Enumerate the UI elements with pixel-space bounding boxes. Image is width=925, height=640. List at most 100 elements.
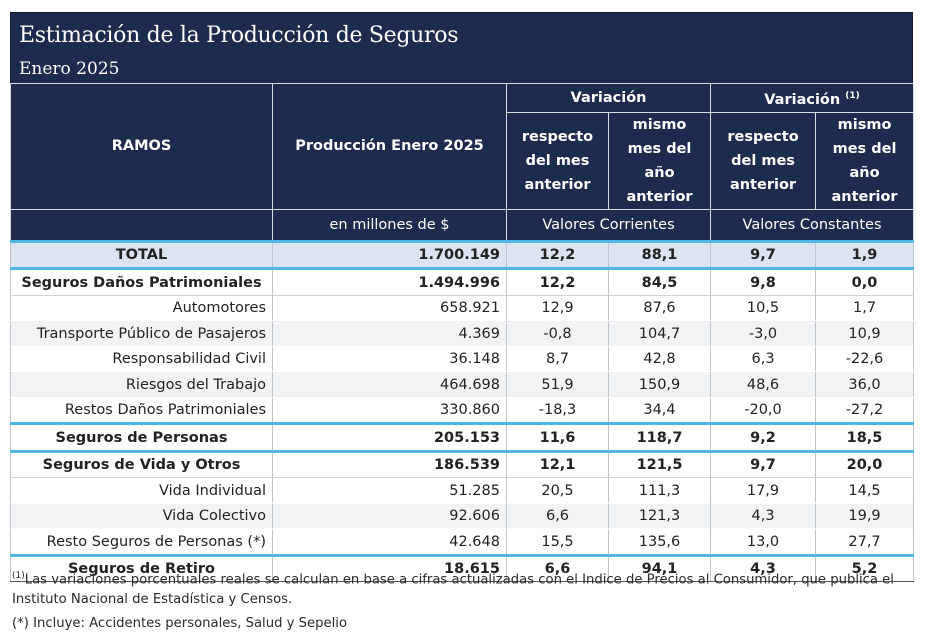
row-vc-mes: 11,6 [506, 422, 609, 452]
row-vc-mes: 12,2 [506, 239, 609, 270]
footnote-1: (1)Las variaciones porcentuales reales s… [12, 566, 912, 590]
footnotes: (1)Las variaciones porcentuales reales s… [12, 566, 912, 634]
row-vk-mes: 9,7 [710, 239, 817, 270]
header-vk-anio-anterior: mismo mes del año anterior [815, 111, 915, 210]
row-name: Seguros de Vida y Otros [10, 449, 273, 479]
row-vk-anio: 1,7 [815, 295, 915, 322]
table-row: Seguros de Personas 205.153 11,6 118,7 9,2 18… [10, 422, 915, 452]
row-vk-anio: 10,9 [815, 320, 915, 347]
table-body: TOTAL 1.700.149 12,2 88,1 9,7 1,9 Seguros Daño… [10, 239, 915, 583]
row-produccion: 4.369 [272, 320, 507, 347]
row-vk-mes: 9,7 [710, 449, 817, 479]
table-row: Automotores 658.921 12,9 87,6 10,5 1,7 [10, 295, 915, 322]
unit-corrientes: Valores Corrientes [505, 208, 712, 242]
table-row: Restos Daños Patrimoniales 330.860 -18,3 34… [10, 397, 915, 425]
table-row: Seguros Daños Patrimoniales 1.494.996 12,2… [10, 267, 915, 296]
row-vc-mes: 12,1 [506, 449, 609, 479]
header-variacion: Variación [505, 83, 712, 113]
row-produccion: 205.153 [272, 422, 507, 452]
row-vk-anio: 36,0 [815, 371, 915, 398]
row-name: TOTAL [10, 239, 273, 270]
row-name: Transporte Público de Pasajeros [10, 320, 273, 347]
row-vk-anio: 1,9 [815, 239, 915, 270]
row-name: Vida Individual [10, 477, 273, 504]
row-vc-mes: 12,2 [506, 267, 609, 296]
table-row: TOTAL 1.700.149 12,2 88,1 9,7 1,9 [10, 239, 915, 270]
header-ramos: RAMOS [10, 83, 273, 210]
production-table: RAMOS Producción Enero 2025 Variación Va… [10, 83, 915, 583]
row-vk-anio: 14,5 [815, 477, 915, 504]
row-vc-mes: 15,5 [506, 528, 609, 556]
row-vk-mes: 4,3 [710, 553, 817, 583]
unit-blank [10, 208, 273, 242]
row-produccion: 51.285 [272, 477, 507, 504]
row-vk-mes: 13,0 [710, 528, 817, 556]
row-produccion: 1.494.996 [272, 267, 507, 296]
table-row: Seguros de Retiro 18.615 6,6 94,1 4,3 5,2 [10, 553, 915, 583]
footnote-1-mark: (1) [12, 571, 25, 581]
row-vc-mes: -0,8 [506, 320, 609, 347]
footnote-1-cont: Instituto Nacional de Estadística y Cens… [12, 592, 293, 608]
header-variacion-label: Variación [570, 89, 647, 106]
row-vk-mes: 4,3 [710, 503, 817, 530]
row-vc-mes: 12,9 [506, 295, 609, 322]
row-vc-mes: 8,7 [506, 346, 609, 373]
table-row: Seguros de Vida y Otros 186.539 12,1 121,5 9… [10, 449, 915, 479]
row-vc-anio: 88,1 [607, 239, 712, 270]
table-row: Transporte Público de Pasajeros 4.369 -0,8… [10, 320, 915, 347]
row-vc-anio: 84,5 [607, 267, 712, 296]
row-produccion: 658.921 [272, 295, 507, 322]
row-vc-anio: 94,1 [607, 553, 712, 583]
row-vc-anio: 121,3 [607, 503, 712, 530]
row-vc-mes: 6,6 [506, 553, 609, 583]
header-vc-anio-anterior: mismo mes del año anterior [607, 111, 712, 210]
row-vc-mes: 6,6 [506, 503, 609, 530]
row-produccion: 330.860 [272, 397, 507, 425]
row-vk-mes: 10,5 [710, 295, 817, 322]
row-vk-anio: 27,7 [815, 528, 915, 556]
table-row: Vida Colectivo 92.606 6,6 121,3 4,3 19,9 [10, 503, 915, 530]
report-subtitle: Enero 2025 [19, 59, 120, 79]
row-vk-mes: -20,0 [710, 397, 817, 425]
unit-constantes: Valores Constantes [710, 208, 915, 242]
title-block: Estimación de la Producción de Seguros E… [10, 12, 913, 83]
row-vk-anio: 18,5 [815, 422, 915, 452]
header-vc-mes-anterior: respecto del mes anterior [506, 111, 609, 210]
header-variacion-real-mark: (1) [845, 91, 860, 101]
row-vc-anio: 121,5 [607, 449, 712, 479]
header-variacion-real-label: Variación [764, 91, 841, 108]
row-produccion: 1.700.149 [272, 239, 507, 270]
row-vc-anio: 135,6 [607, 528, 712, 556]
row-vc-anio: 34,4 [607, 397, 712, 425]
row-vk-anio: -22,6 [815, 346, 915, 373]
table-row: Responsabilidad Civil 36.148 8,7 42,8 6,3 -22… [10, 346, 915, 373]
row-name: Automotores [10, 295, 273, 322]
table-row: Vida Individual 51.285 20,5 111,3 17,9 14,5 [10, 477, 915, 504]
row-vk-anio: 19,9 [815, 503, 915, 530]
row-vk-mes: 9,8 [710, 267, 817, 296]
header-variacion-real: Variación (1) [710, 83, 915, 113]
row-name: Resto Seguros de Personas (*) [10, 528, 273, 556]
row-vc-mes: 20,5 [506, 477, 609, 504]
table-row: Riesgos del Trabajo 464.698 51,9 150,9 48,6 3… [10, 371, 915, 398]
header-produccion: Producción Enero 2025 [272, 83, 507, 210]
row-vk-anio: 0,0 [815, 267, 915, 296]
row-vc-anio: 87,6 [607, 295, 712, 322]
report-frame: Estimación de la Producción de Seguros E… [10, 12, 915, 583]
row-vc-anio: 118,7 [607, 422, 712, 452]
footnote-asterisk: (*) Incluye: Accidentes personales, Salu… [12, 616, 348, 632]
row-name: Seguros Daños Patrimoniales [10, 267, 273, 296]
table-row: Resto Seguros de Personas (*) 42.648 15,5 1… [10, 528, 915, 556]
row-vk-mes: 48,6 [710, 371, 817, 398]
row-name: Responsabilidad Civil [10, 346, 273, 373]
row-vk-mes: 17,9 [710, 477, 817, 504]
row-vk-mes: 9,2 [710, 422, 817, 452]
row-vk-anio: -27,2 [815, 397, 915, 425]
row-name: Seguros de Retiro [10, 553, 273, 583]
row-vc-anio: 111,3 [607, 477, 712, 504]
row-vc-anio: 42,8 [607, 346, 712, 373]
row-vk-anio: 5,2 [815, 553, 915, 583]
row-vc-anio: 150,9 [607, 371, 712, 398]
row-vc-mes: 51,9 [506, 371, 609, 398]
footnote-1-text: Las variaciones porcentuales reales se c… [24, 572, 894, 588]
